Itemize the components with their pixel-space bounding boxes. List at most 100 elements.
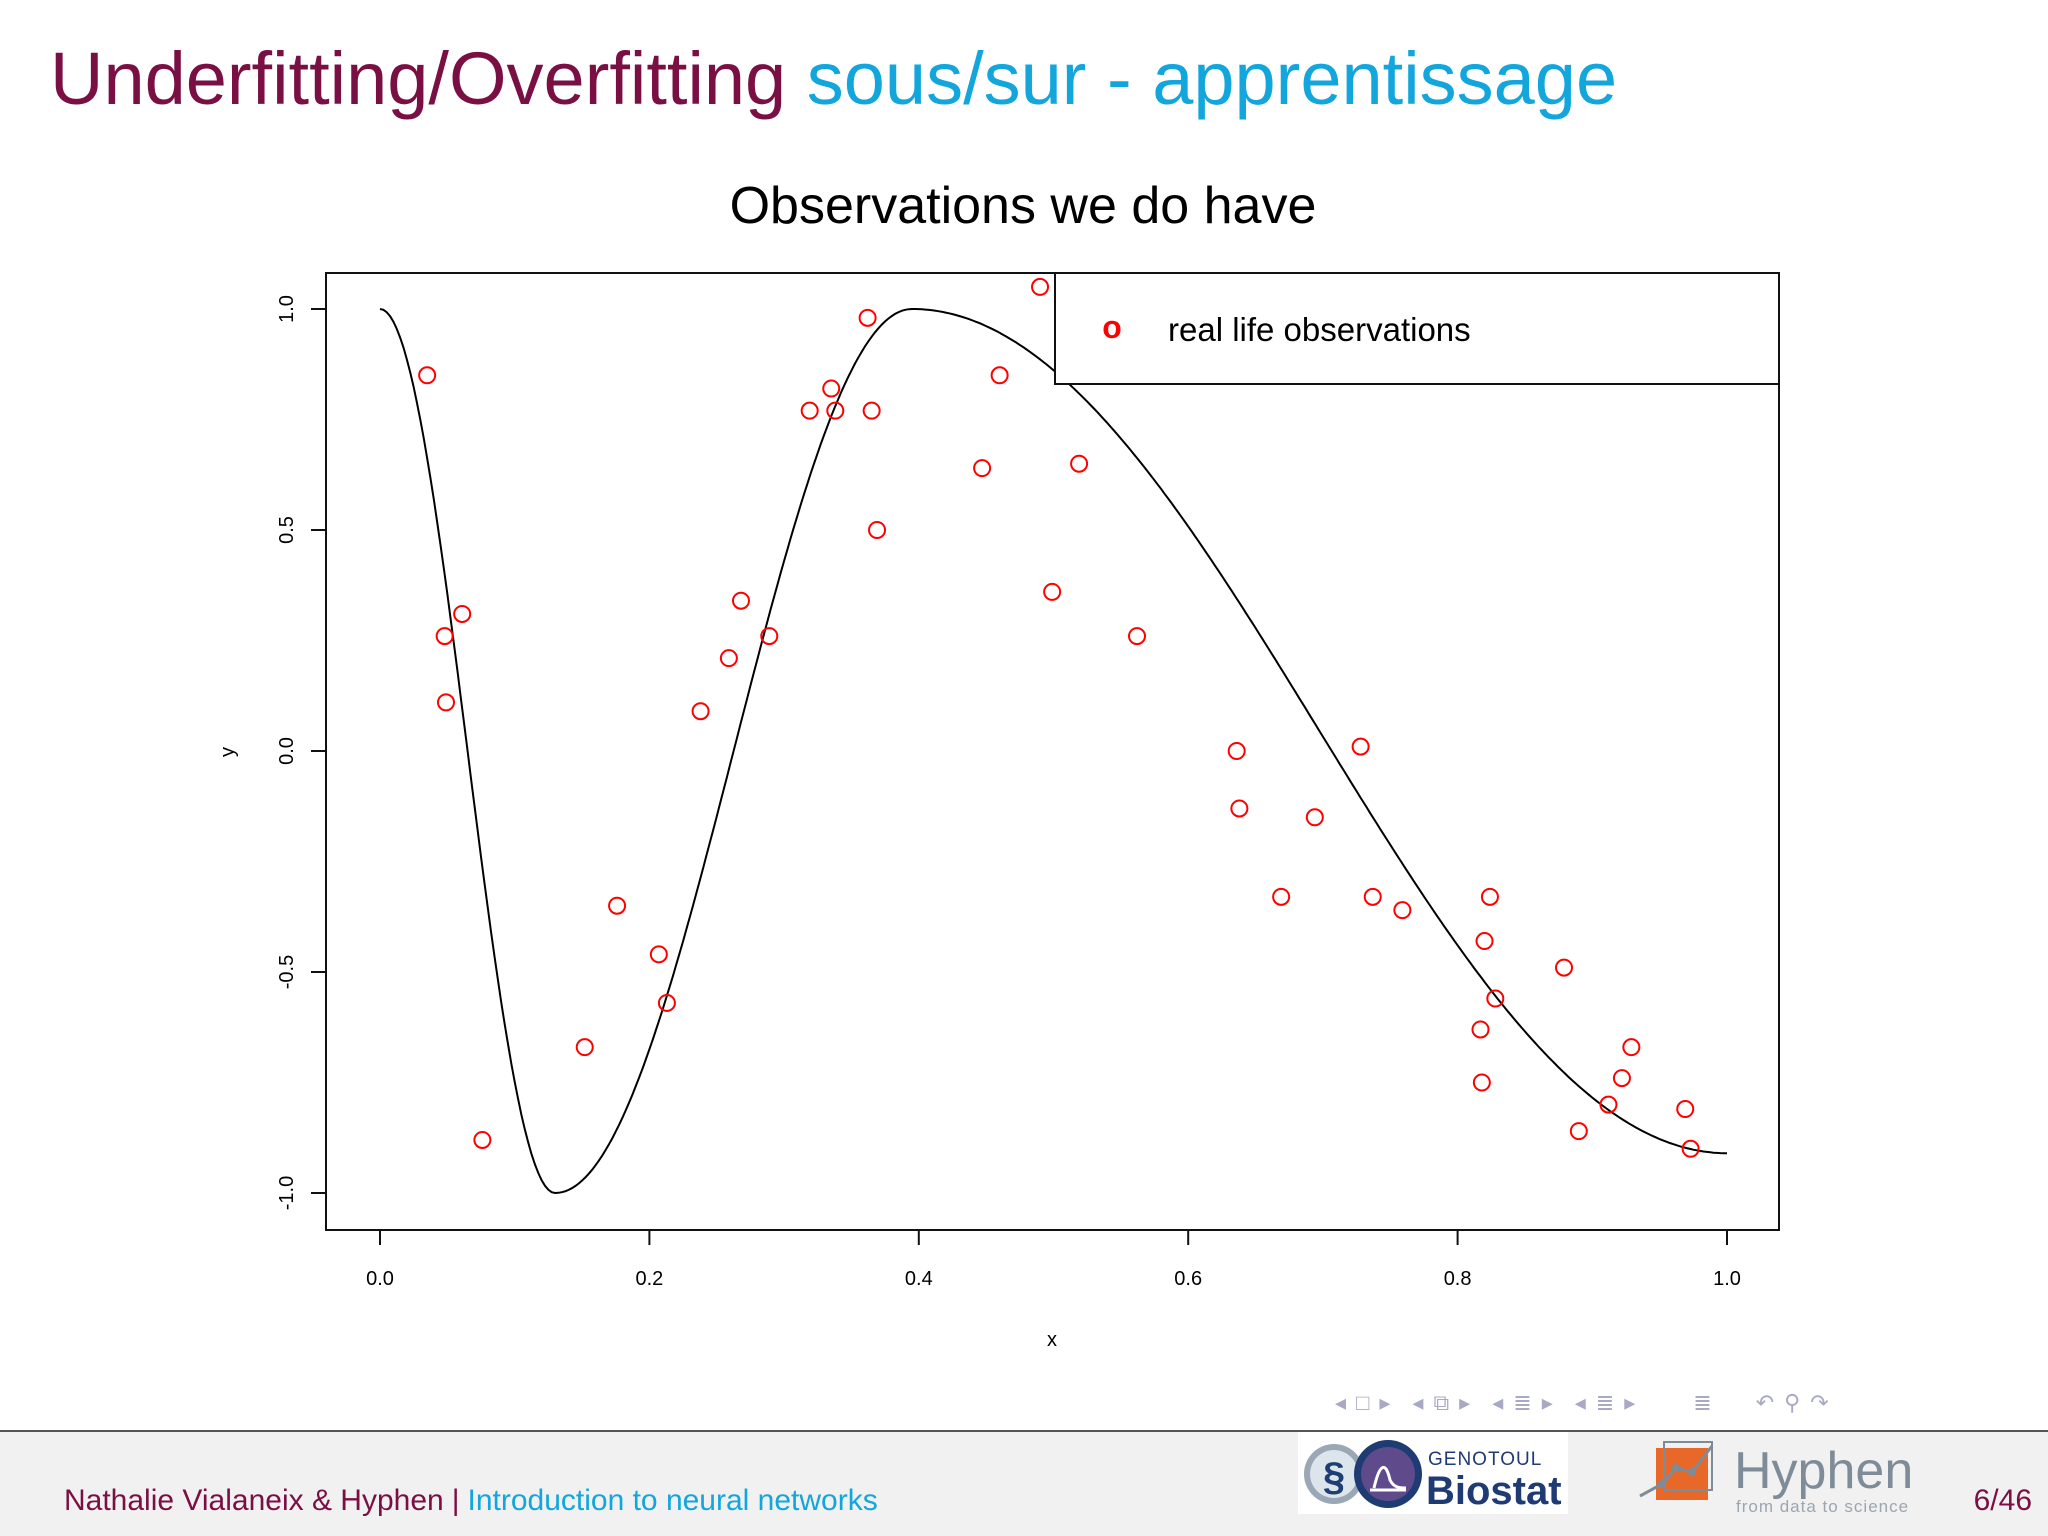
data-point [1393,901,1412,920]
data-point [731,591,750,610]
arrow-left-icon[interactable]: ◂ [1412,1390,1424,1415]
data-point [1475,932,1494,951]
data-point [649,945,668,964]
arrow-right-icon[interactable]: ▸ [1459,1390,1471,1415]
hyphen-tagline: from data to science [1736,1497,1909,1516]
arrow-right-icon[interactable]: ▸ [1379,1390,1391,1415]
data-point [453,604,472,623]
data-point [760,627,779,646]
data-point [1272,887,1291,906]
data-point [418,366,437,385]
beamer-navigation: ◂ □ ▸ ◂ ⧉ ▸ ◂ ≣ ▸ ◂ ≣ ▸ ≣ ↶ ⚲ ↷ [1335,1388,2035,1418]
y-tick-label: 1.0 [276,295,298,323]
data-point [473,1130,492,1149]
search-icon[interactable]: ⚲ [1784,1390,1801,1415]
arrow-left-icon[interactable]: ◂ [1492,1390,1504,1415]
legend-label: real life observations [1168,311,1471,348]
y-tick-label: 0.5 [276,516,298,544]
arrow-left-icon[interactable]: ◂ [1574,1390,1586,1415]
footer-divider [0,1430,2048,1432]
data-point [1486,989,1505,1008]
y-axis: -1.0 -0.5 0.0 0.5 1.0 [276,295,327,1210]
data-point [1555,958,1574,977]
genotoul-brand: GENOTOUL [1428,1449,1542,1470]
data-point [1480,887,1499,906]
title-sub: sous/sur - apprentissage [806,37,1618,120]
data-point [691,702,710,721]
chart-title: Observations we do have [730,177,1317,235]
slide-title: Underfitting/Overfitting sous/sur - appr… [50,36,1617,121]
frame-icon[interactable]: □ [1356,1390,1370,1415]
data-point [575,1038,594,1057]
footer-separator: | [451,1484,460,1517]
page-number: 6/46 [1973,1484,2032,1517]
plot-frame [325,272,1780,1231]
data-point [1305,808,1324,827]
observation-points [418,277,1700,1158]
legend-box [1054,272,1780,385]
x-tick-label: 0.8 [1444,1268,1472,1290]
arrow-right-icon[interactable]: ▸ [1624,1390,1636,1415]
x-axis: 0.0 0.2 0.4 0.6 0.8 1.0 [366,1229,1741,1290]
x-tick-label: 0.2 [635,1268,663,1290]
x-axis-label: x [1047,1329,1057,1351]
data-point [1043,582,1062,601]
data-point [862,401,881,420]
section-icon[interactable]: ≣ [1595,1390,1615,1415]
data-point [1472,1073,1491,1092]
genotoul-name: Biostat [1426,1469,1562,1513]
svg-text:§: § [1323,1455,1345,1499]
x-tick-label: 0.4 [905,1268,933,1290]
data-point [1128,627,1147,646]
arrow-right-icon[interactable]: ▸ [1541,1390,1553,1415]
data-point [1363,887,1382,906]
align-icon[interactable]: ≣ [1693,1390,1712,1415]
legend: o real life observations [1054,272,1780,385]
data-point [1227,742,1246,760]
hyphen-name: Hyphen [1734,1442,1913,1500]
x-tick-label: 0.0 [366,1268,394,1290]
data-point [800,401,819,420]
fitted-curve [379,308,1727,1195]
data-point [608,896,627,915]
data-point [1599,1095,1618,1114]
hyphen-logo: Hyphen from data to science [1639,1441,1913,1516]
genotoul-biostat-logo: § GENOTOUL Biostat [1298,1432,1568,1514]
y-axis-label: y [217,747,239,757]
data-point [822,379,841,398]
footer-credits: Nathalie Vialaneix & Hyphen | Introduction… [64,1484,878,1518]
arrow-left-icon[interactable]: ◂ [1335,1390,1347,1415]
data-point [1471,1020,1490,1039]
x-tick-label: 1.0 [1713,1268,1741,1290]
redo-icon[interactable]: ↷ [1810,1390,1829,1415]
data-point [868,521,887,539]
y-tick-label: -0.5 [276,955,298,989]
data-point [826,401,845,420]
data-point [657,993,676,1012]
data-point [1230,799,1249,818]
data-point [719,649,738,668]
data-point [1681,1139,1700,1158]
y-tick-label: 0.0 [276,737,298,765]
data-point [973,459,992,478]
data-point [437,693,456,712]
data-point [1031,277,1050,296]
title-main: Underfitting/Overfitting [50,37,787,120]
chart: Observations we do have 0.0 0.2 0.4 0.6 0.8 1… [217,177,1780,1351]
data-point [990,366,1009,385]
data-point [1569,1122,1588,1141]
data-point [1070,454,1089,473]
subsection-icon[interactable]: ⧉ [1433,1390,1450,1415]
undo-icon[interactable]: ↶ [1755,1390,1775,1415]
data-point [1622,1038,1641,1057]
section-icon[interactable]: ≣ [1513,1390,1532,1415]
x-tick-label: 0.6 [1174,1268,1202,1290]
data-point [1351,737,1370,756]
data-point [858,308,877,327]
footer-authors: Nathalie Vialaneix & Hyphen [64,1484,444,1517]
data-point [435,627,454,646]
data-point [1612,1069,1631,1088]
data-point [1676,1100,1695,1119]
y-tick-label: -1.0 [276,1176,298,1210]
footer-course: Introduction to neural networks [467,1484,878,1517]
